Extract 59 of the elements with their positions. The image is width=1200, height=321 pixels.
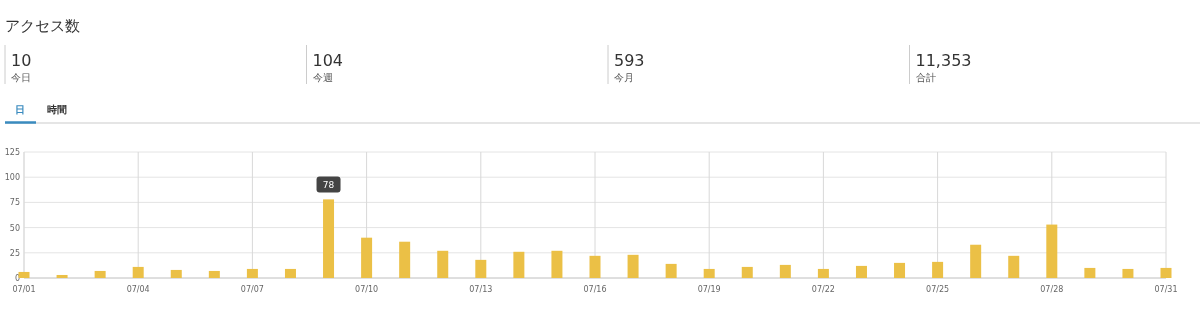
bar (1046, 224, 1058, 278)
x-tick-label: 07/04 (126, 285, 150, 294)
text: 10 (11, 51, 32, 70)
x-tick-label: 07/13 (469, 285, 493, 294)
bar (589, 255, 601, 278)
bar (56, 274, 68, 278)
x-tick-label: 07/22 (811, 285, 835, 294)
text: 今月 (614, 72, 634, 83)
bar (1008, 255, 1020, 278)
text: 今週 (312, 72, 333, 83)
bar (18, 271, 30, 278)
text: 日 (15, 104, 25, 115)
bar (246, 268, 258, 278)
x-tick-label: 07/31 (1154, 285, 1178, 294)
bar (361, 237, 373, 278)
x-tick-label: 07/28 (1040, 285, 1064, 294)
bar (170, 269, 182, 278)
bar (741, 266, 753, 278)
bar (779, 264, 791, 278)
text: 593 (614, 51, 645, 70)
bar (94, 270, 106, 278)
y-tick-label: 125 (4, 148, 20, 157)
data-label: 78 (322, 179, 335, 190)
x-tick-label: 07/16 (583, 285, 607, 294)
bar (323, 199, 335, 278)
bar (1160, 267, 1172, 278)
x-tick-label: 07/25 (926, 285, 950, 294)
bar (513, 251, 525, 278)
y-tick-label: 100 (4, 173, 20, 183)
bar (284, 268, 296, 278)
bar (970, 244, 982, 278)
text: 合計 (915, 72, 936, 83)
x-tick-label: 07/10 (355, 285, 379, 294)
bar (551, 250, 563, 278)
bar (1084, 267, 1096, 278)
text: 時間 (47, 104, 67, 115)
bar (399, 241, 411, 278)
bar (1122, 268, 1134, 278)
bar (437, 250, 449, 278)
bar (894, 262, 906, 278)
bar (208, 270, 220, 278)
bar (665, 263, 677, 278)
text: アクセス数 (5, 17, 80, 35)
y-tick-label: 75 (9, 198, 20, 208)
text: 11,353 (915, 51, 972, 70)
bar (627, 254, 639, 278)
bar (817, 268, 829, 278)
y-tick-label: 25 (9, 248, 20, 258)
bar (703, 268, 715, 278)
x-tick-label: 07/07 (240, 285, 264, 294)
y-tick-label: 50 (9, 223, 20, 233)
x-tick-label: 07/19 (697, 285, 721, 294)
bar (932, 261, 944, 278)
bar (475, 259, 487, 278)
x-tick-label: 07/01 (12, 285, 36, 294)
bar (132, 266, 144, 278)
bar (855, 265, 867, 278)
text: 今日 (11, 72, 31, 83)
text: 104 (312, 51, 344, 70)
